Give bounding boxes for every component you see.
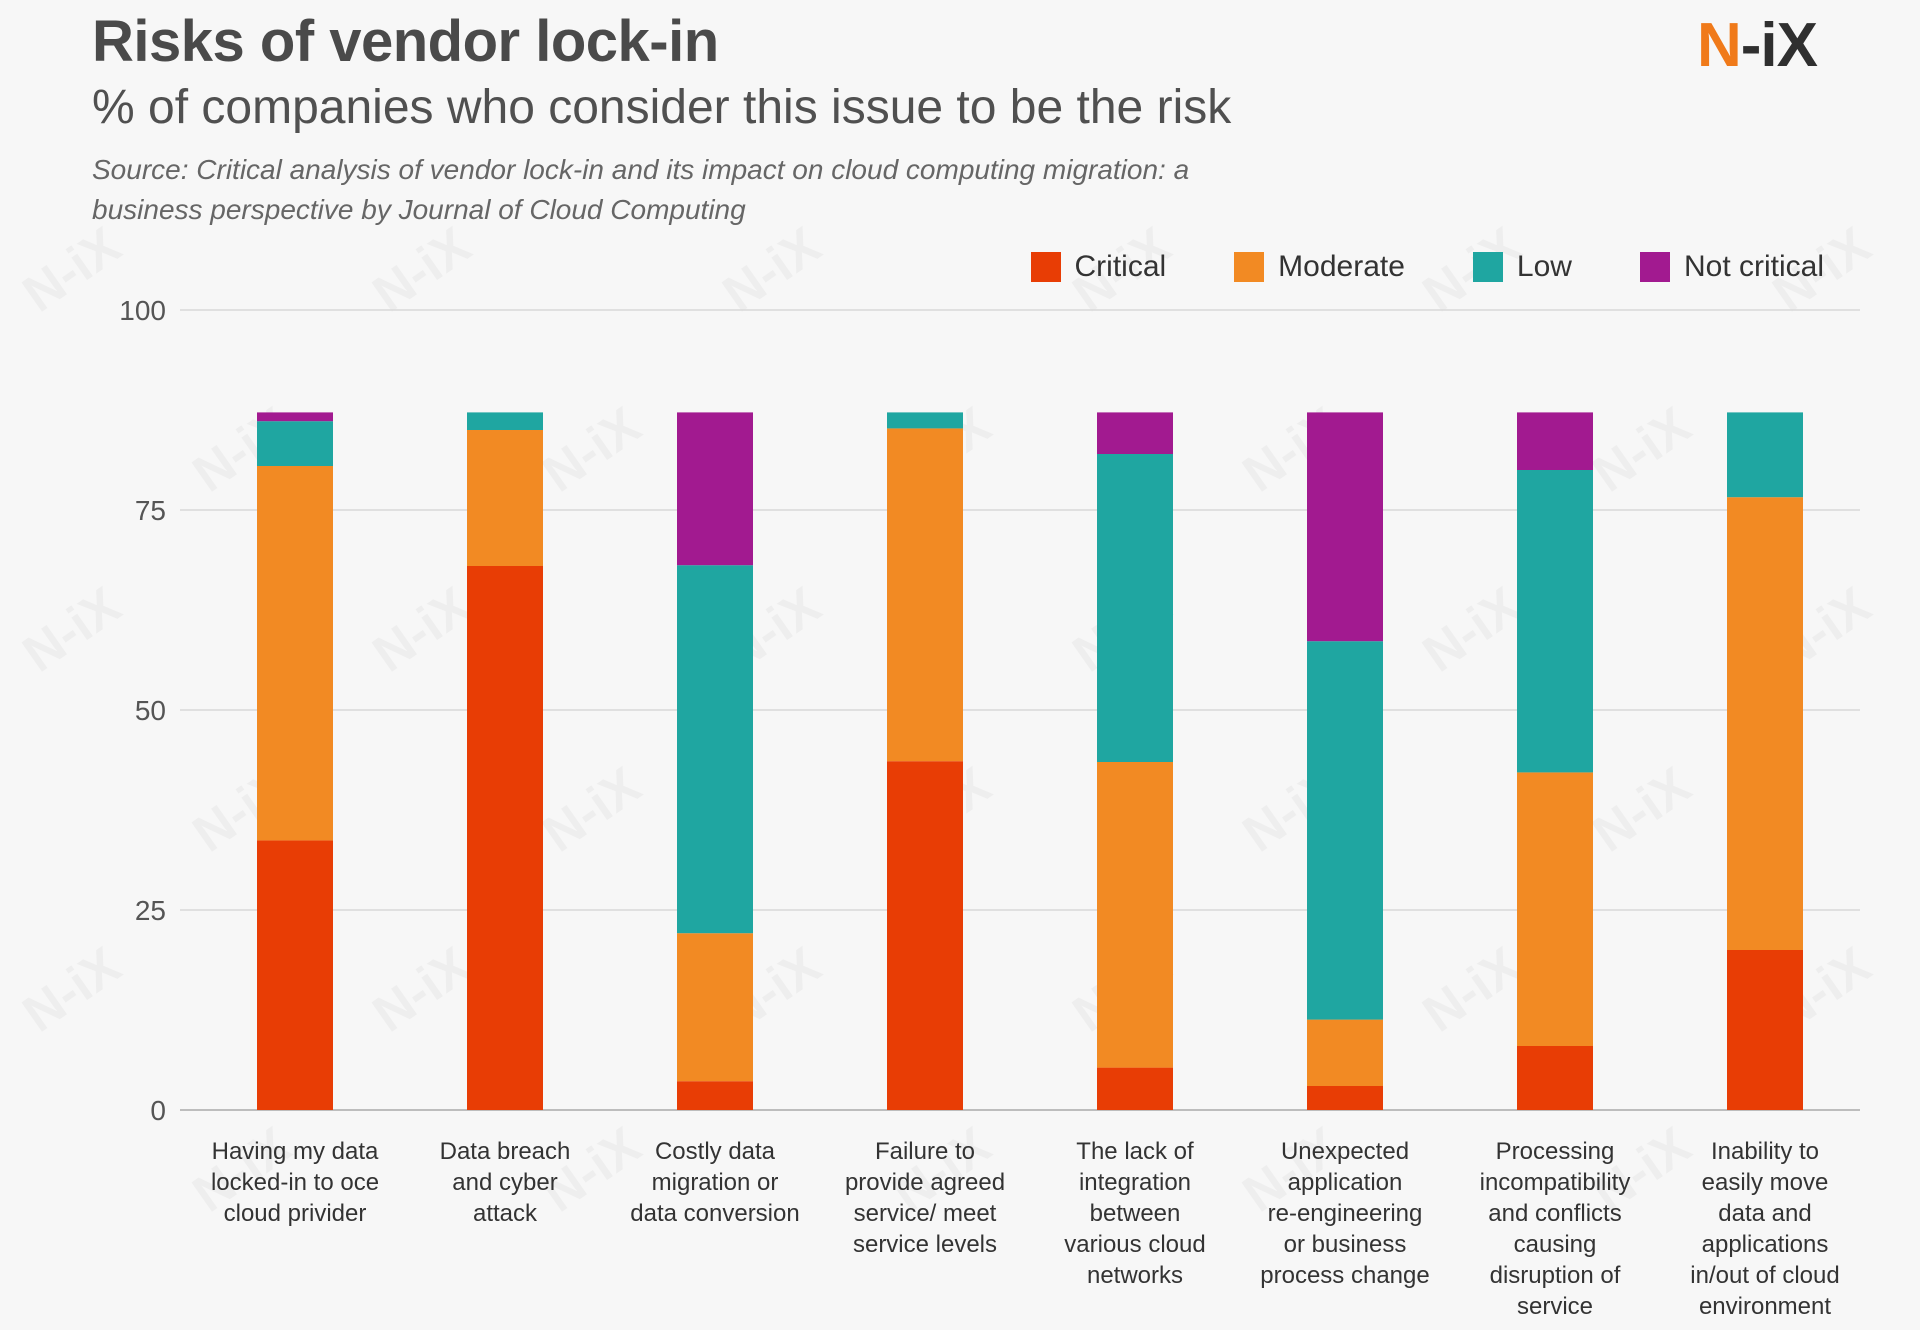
category-label: Unexpected application re-engineering or bu… <box>1250 1136 1440 1291</box>
legend-label: Not critical <box>1683 250 1824 283</box>
bar-segment-critical <box>257 840 333 1110</box>
category-label-line: various cloud <box>1064 1231 1206 1258</box>
bar-segment-moderate <box>1727 497 1803 950</box>
bar-segment-critical <box>887 761 963 1110</box>
legend-swatch <box>1639 252 1670 282</box>
category-label-line: Unexpected <box>1280 1138 1410 1165</box>
legend-swatch <box>1234 252 1265 282</box>
category-label-line: data conversion <box>630 1200 800 1227</box>
category-label: Data breach and cyber attack <box>410 1136 600 1229</box>
category-label-line: The lack of <box>1076 1138 1194 1165</box>
category-label: Inability to easily move data and applicati… <box>1670 1136 1860 1322</box>
bar-segment-low <box>257 421 333 466</box>
bar-segment-moderate <box>1307 1019 1383 1086</box>
category-label-line: Costly data <box>654 1138 776 1165</box>
category-label-line: and cyber <box>452 1169 558 1196</box>
bar-segment-low <box>1727 412 1803 498</box>
bar-segment-critical <box>467 566 543 1110</box>
bar-segment-critical <box>1307 1086 1383 1110</box>
bar-segment-critical <box>1097 1067 1173 1110</box>
bar-segment-moderate <box>677 933 753 1082</box>
bar-segment-low <box>677 565 753 934</box>
category-label-line: application <box>1287 1169 1403 1196</box>
category-label-line: cloud privider <box>223 1200 367 1227</box>
bar-segment-moderate <box>887 428 963 762</box>
y-tick-label: 0 <box>150 1095 166 1126</box>
category-label-line: and conflicts <box>1488 1200 1622 1227</box>
logo-n: N <box>1697 11 1742 80</box>
category-label: Having my data locked-in to oce cloud priv… <box>200 1136 390 1229</box>
bar-segment-critical <box>1517 1046 1593 1110</box>
category-label-line: service/ meet <box>853 1200 997 1227</box>
category-label-line: locked-in to oce <box>210 1169 380 1196</box>
category-label-line: service <box>1516 1293 1594 1320</box>
category-label-line: causing <box>1513 1231 1597 1258</box>
category-label-line: applications <box>1701 1231 1829 1258</box>
legend-item-not-critical: Not critical <box>1639 250 1824 284</box>
bar-segment-low <box>467 412 543 430</box>
category-label-line: Data breach <box>439 1138 571 1165</box>
page-subtitle: % of companies who consider this issue t… <box>92 81 1232 134</box>
category-label-line: disruption of <box>1489 1262 1621 1289</box>
y-tick-label: 75 <box>135 495 166 526</box>
bar-segment-not-critical <box>1097 412 1173 454</box>
bar-segment-not-critical <box>1307 412 1383 642</box>
y-tick-label: 25 <box>135 895 166 926</box>
category-label-line: or business <box>1283 1231 1407 1258</box>
bar-segment-moderate <box>1517 772 1593 1046</box>
bar-segment-low <box>1517 470 1593 773</box>
bar-segment-critical <box>1727 950 1803 1110</box>
category-label-line: data and <box>1718 1200 1812 1227</box>
bar-segment-moderate <box>467 430 543 566</box>
legend-swatch <box>1030 252 1061 282</box>
chart-legend: Critical Moderate Low Not critical <box>1030 250 1824 284</box>
category-label-line: in/out of cloud <box>1690 1262 1840 1289</box>
category-label: Processing incompatibility and conflicts ca… <box>1460 1136 1650 1322</box>
category-label-line: Processing <box>1495 1138 1615 1165</box>
bar-segment-not-critical <box>257 412 333 422</box>
category-label-line: Failure to <box>874 1138 976 1165</box>
bar-segment-not-critical <box>1517 412 1593 470</box>
category-label: Costly data migration or data conversion <box>620 1136 810 1229</box>
bar-segment-critical <box>677 1081 753 1110</box>
legend-label: Moderate <box>1278 250 1405 283</box>
category-label: The lack of integration between various clo… <box>1040 1136 1230 1291</box>
category-label: Failure to provide agreed service/ meet ser… <box>830 1136 1020 1260</box>
category-label-line: Having my data <box>211 1138 379 1165</box>
category-label-line: integration <box>1078 1169 1192 1196</box>
legend-label: Low <box>1516 250 1572 283</box>
category-label-line: re-engineering <box>1267 1200 1423 1227</box>
category-label-line: easily move <box>1701 1169 1829 1196</box>
brand-logo: N-iX <box>1697 10 1818 81</box>
page-title: Risks of vendor lock-in <box>92 9 719 74</box>
category-label-line: environment <box>1698 1293 1832 1320</box>
bar-segment-low <box>1097 454 1173 762</box>
category-label-line: networks <box>1086 1262 1184 1289</box>
category-label-line: process change <box>1260 1262 1430 1289</box>
category-label-line: service levels <box>852 1231 998 1258</box>
category-label-line: provide agreed <box>844 1169 1006 1196</box>
category-label-line: incompatibility <box>1479 1169 1631 1196</box>
bar-segment-not-critical <box>677 412 753 566</box>
bar-segment-low <box>1307 641 1383 1020</box>
legend-label: Critical <box>1074 250 1167 283</box>
logo-ix: -iX <box>1740 11 1818 80</box>
bar-segment-low <box>887 412 963 429</box>
legend-item-moderate: Moderate <box>1234 250 1405 284</box>
y-tick-label: 100 <box>119 295 166 326</box>
category-label-line: migration or <box>651 1169 779 1196</box>
source-note: Source: Critical analysis of vendor lock… <box>92 154 1190 225</box>
legend-item-critical: Critical <box>1030 250 1167 284</box>
category-label-line: between <box>1089 1200 1181 1227</box>
y-tick-label: 50 <box>135 695 166 726</box>
bar-segment-moderate <box>1097 762 1173 1068</box>
legend-item-low: Low <box>1472 250 1572 284</box>
legend-swatch <box>1472 252 1503 282</box>
category-label-line: attack <box>472 1200 538 1227</box>
category-label-line: Inability to <box>1710 1138 1820 1165</box>
bar-segment-moderate <box>257 466 333 841</box>
